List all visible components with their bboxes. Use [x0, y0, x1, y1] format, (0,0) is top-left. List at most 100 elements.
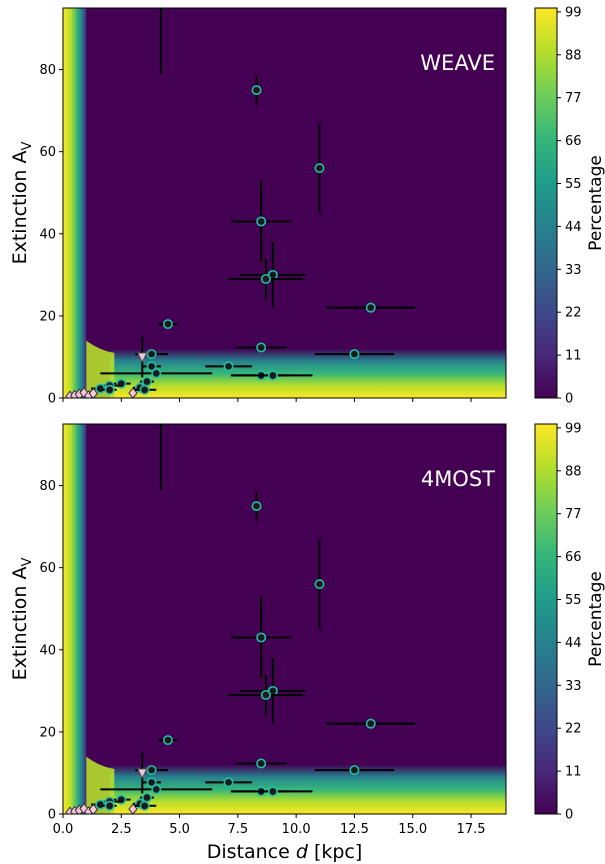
data-point	[314, 765, 395, 776]
y-tick-label: 0	[48, 808, 56, 823]
point-marker	[260, 689, 271, 700]
point-marker	[267, 370, 278, 381]
y-tick-label: 20	[39, 309, 56, 324]
colorbar-tick-label: 77	[565, 91, 582, 106]
point-marker	[251, 85, 262, 96]
colorbar-tick-label: 33	[565, 679, 582, 694]
data-point	[158, 735, 178, 746]
x-axis-ticks: 0.0 2.5 5.0 7.5 10.0 12.5 15.0 17.5	[53, 814, 486, 837]
data-point	[240, 242, 306, 308]
data-point	[142, 777, 161, 788]
colorbar-tick-label: 55	[565, 593, 582, 608]
point-marker	[162, 319, 173, 330]
colorbar-label: Percentage	[586, 571, 605, 667]
point-marker	[223, 361, 234, 372]
colorbar-tick-label: 55	[565, 177, 582, 192]
plot-frame	[62, 423, 507, 815]
y-tick-label: 0	[48, 392, 56, 407]
y-tick-label: 80	[39, 479, 56, 494]
weave-panel: 0 20 40 60 80 WEAVE Extinction AV 99 88 77 66 55…	[9, 5, 605, 406]
colorbar: 99 88 77 66 55 44 33 22 11 0 Percentage	[534, 421, 605, 823]
x-tick-label: 0.0	[53, 822, 74, 837]
x-tick-label: 12.5	[340, 822, 369, 837]
upper-limit-point	[136, 336, 148, 378]
data-point	[158, 319, 178, 330]
y-tick-label: 40	[39, 227, 56, 242]
heatmap-wall	[63, 8, 87, 398]
x-tick-label: 2.5	[111, 822, 132, 837]
x-tick-label: 5.0	[169, 822, 190, 837]
point-marker	[139, 384, 150, 395]
heatmap-background	[63, 424, 506, 814]
colorbar-tick-label: 88	[565, 48, 582, 63]
point-marker	[256, 758, 267, 769]
triangle-marker	[136, 768, 148, 780]
point-marker	[314, 163, 325, 174]
panel-label: WEAVE	[420, 51, 495, 75]
point-marker	[104, 384, 115, 395]
4most-panel: 0 20 40 60 80 0.0 2.5 5.0 7.5 10.0 12.5 15.0 17.5 4…	[9, 421, 605, 863]
heatmap-base	[63, 8, 506, 398]
point-marker	[260, 273, 271, 284]
colorbar-tick-label: 66	[565, 550, 582, 565]
colorbar-tick-label: 77	[565, 507, 582, 522]
point-marker	[146, 765, 157, 776]
point-marker	[139, 800, 150, 811]
data-point	[233, 786, 313, 797]
colorbar-tick-label: 44	[565, 220, 582, 235]
x-tick-label: 15.0	[398, 822, 427, 837]
point-marker	[251, 501, 262, 512]
data-point	[228, 674, 304, 716]
colorbar-tick-label: 22	[565, 722, 582, 737]
point-marker	[349, 765, 360, 776]
colorbar-tick-label: 33	[565, 263, 582, 278]
point-marker	[141, 376, 152, 387]
point-marker	[151, 784, 162, 795]
data-point	[235, 758, 287, 769]
data-point	[326, 302, 416, 313]
data-point	[102, 384, 117, 395]
colorbar-tick-label: 11	[565, 349, 582, 364]
panel-label: 4MOST	[421, 467, 495, 491]
data-point	[132, 800, 157, 811]
x-tick-label: 17.5	[457, 822, 486, 837]
colorbar: 99 88 77 66 55 44 33 22 11 0 Percentage	[534, 5, 605, 407]
data-point	[102, 800, 117, 811]
y-axis-label: Extinction AV	[9, 142, 35, 265]
data-points	[65, 8, 416, 398]
point-marker	[256, 632, 267, 643]
point-marker	[162, 735, 173, 746]
data-point	[228, 258, 304, 300]
heatmap-base	[63, 424, 506, 814]
y-axis-label: Extinction AV	[9, 558, 35, 681]
y-axis-ticks: 0 20 40 60 80	[39, 63, 63, 407]
colorbar-tick-label: 99	[565, 421, 582, 436]
y-tick-label: 20	[39, 725, 56, 740]
colorbar-tick-label: 0	[565, 808, 573, 823]
y-axis-ticks: 0 20 40 60 80	[39, 479, 63, 823]
point-marker	[95, 383, 106, 394]
plot-frame	[62, 7, 507, 399]
point-marker	[146, 777, 157, 788]
colorbar-tick-label: 66	[565, 134, 582, 149]
x-tick-label: 7.5	[228, 822, 249, 837]
colorbar-tick-label: 99	[565, 5, 582, 20]
point-marker	[267, 786, 278, 797]
point-marker	[314, 579, 325, 590]
y-tick-label: 60	[39, 561, 56, 576]
data-point	[314, 122, 325, 214]
triangle-marker	[136, 352, 148, 364]
data-point	[314, 538, 325, 630]
point-marker	[349, 349, 360, 360]
point-marker	[365, 718, 376, 729]
data-point	[111, 794, 131, 805]
data-point	[251, 491, 262, 521]
data-point	[251, 75, 262, 105]
heatmap-background	[63, 8, 506, 398]
colorbar-tick-label: 11	[565, 765, 582, 780]
data-point	[326, 718, 416, 729]
data-point	[142, 361, 161, 372]
y-tick-label: 40	[39, 643, 56, 658]
data-point	[100, 368, 213, 379]
heatmap-wall	[63, 424, 87, 814]
